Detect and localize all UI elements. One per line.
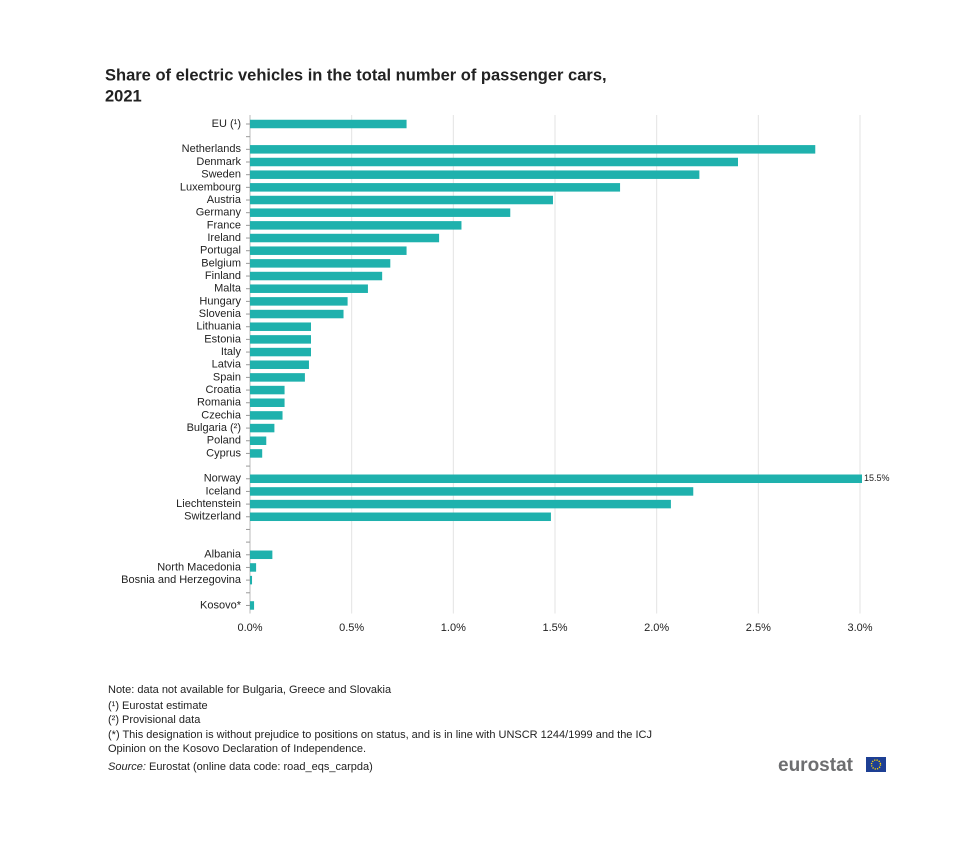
- y-tick-label: Malta: [214, 283, 242, 295]
- bar: [250, 487, 694, 496]
- note: (¹) Eurostat estimate: [108, 700, 208, 712]
- bar: [250, 297, 348, 306]
- y-tick-label: Portugal: [200, 245, 241, 257]
- bar: [250, 170, 700, 179]
- note: Note: data not available for Bulgaria, G…: [108, 684, 392, 696]
- bar: [250, 221, 462, 230]
- y-tick-label: Netherlands: [182, 143, 242, 155]
- y-tick-label: Latvia: [212, 359, 242, 371]
- bar: [250, 233, 440, 243]
- bar: [250, 145, 816, 154]
- note: (²) Provisional data: [108, 714, 201, 726]
- y-tick-label: Romania: [197, 397, 242, 409]
- y-tick-label: Spain: [213, 371, 241, 383]
- logo: eurostat: [778, 755, 854, 776]
- y-tick-label: Hungary: [199, 295, 241, 307]
- y-tick-label: Luxembourg: [180, 181, 241, 193]
- x-tick-label: 1.0%: [441, 622, 466, 634]
- bar: [250, 271, 383, 281]
- y-tick-label: Estonia: [204, 333, 242, 345]
- y-tick-label: Lithuania: [196, 321, 242, 333]
- y-tick-label: Germany: [196, 207, 242, 219]
- bar: [250, 246, 407, 255]
- y-tick-label: Bosnia and Herzegovina: [121, 574, 242, 586]
- bar: [250, 499, 671, 509]
- y-tick-label: Czechia: [201, 409, 242, 421]
- bar: [250, 512, 551, 522]
- bar: [250, 259, 391, 268]
- source-text: Eurostat (online data code: road_eqs_car…: [146, 761, 373, 773]
- bar: [250, 550, 273, 560]
- chart-title: 2021: [105, 87, 142, 105]
- bar: [250, 284, 368, 293]
- x-tick-label: 2.5%: [746, 622, 771, 634]
- chart-title: Share of electric vehicles in the total …: [105, 66, 607, 84]
- y-tick-label: Kosovo*: [200, 599, 242, 611]
- y-tick-label: Finland: [205, 270, 241, 282]
- y-tick-label: Poland: [207, 435, 241, 447]
- bar: [250, 575, 253, 585]
- bar: [250, 335, 311, 344]
- bar: [250, 309, 344, 319]
- bar: [250, 322, 311, 331]
- bar: [250, 385, 285, 395]
- bar: [250, 436, 267, 445]
- bar: [250, 423, 275, 433]
- bar: [250, 474, 862, 484]
- y-tick-label: Iceland: [206, 485, 241, 497]
- bar: [250, 157, 738, 167]
- bar: [250, 208, 511, 217]
- y-tick-label: Slovenia: [199, 308, 242, 320]
- x-tick-label: 3.0%: [847, 622, 872, 634]
- note: Opinion on the Kosovo Declaration of Ind…: [108, 743, 366, 755]
- note: (*) This designation is without prejudic…: [108, 729, 652, 741]
- y-tick-label: Liechtenstein: [176, 498, 241, 510]
- bar: [250, 119, 407, 129]
- x-tick-label: 1.5%: [542, 622, 567, 634]
- y-tick-label: Bulgaria (²): [187, 422, 241, 434]
- y-tick-label: Italy: [221, 346, 242, 358]
- x-tick-label: 0.5%: [339, 622, 364, 634]
- source-label: Source:: [108, 761, 146, 773]
- value-label: 15.5%: [864, 473, 890, 483]
- bar: [250, 183, 621, 192]
- bar: [250, 347, 311, 357]
- source: Source: Eurostat (online data code: road…: [108, 761, 373, 773]
- bar: [250, 195, 553, 205]
- bar: [250, 449, 263, 458]
- bar: [250, 601, 255, 610]
- y-tick-label: Albania: [204, 549, 242, 561]
- bar: [250, 563, 257, 572]
- bar: [250, 373, 305, 382]
- y-tick-label: France: [207, 219, 241, 231]
- bar: [250, 360, 309, 369]
- x-tick-label: 2.0%: [644, 622, 669, 634]
- x-tick-label: 0.0%: [237, 622, 262, 634]
- y-tick-label: EU (¹): [212, 118, 241, 130]
- y-tick-label: Austria: [207, 194, 242, 206]
- eu-flag: [866, 757, 886, 772]
- y-tick-label: Norway: [204, 473, 242, 485]
- y-tick-label: Sweden: [201, 169, 241, 181]
- y-tick-label: Switzerland: [184, 511, 241, 523]
- y-tick-label: North Macedonia: [157, 561, 242, 573]
- eu-stars: [870, 759, 882, 770]
- y-tick-label: Ireland: [207, 232, 241, 244]
- y-tick-label: Belgium: [201, 257, 241, 269]
- y-tick-label: Denmark: [196, 156, 241, 168]
- bar: [250, 411, 283, 420]
- y-tick-label: Croatia: [206, 384, 242, 396]
- bar: [250, 398, 285, 407]
- y-tick-label: Cyprus: [206, 447, 241, 459]
